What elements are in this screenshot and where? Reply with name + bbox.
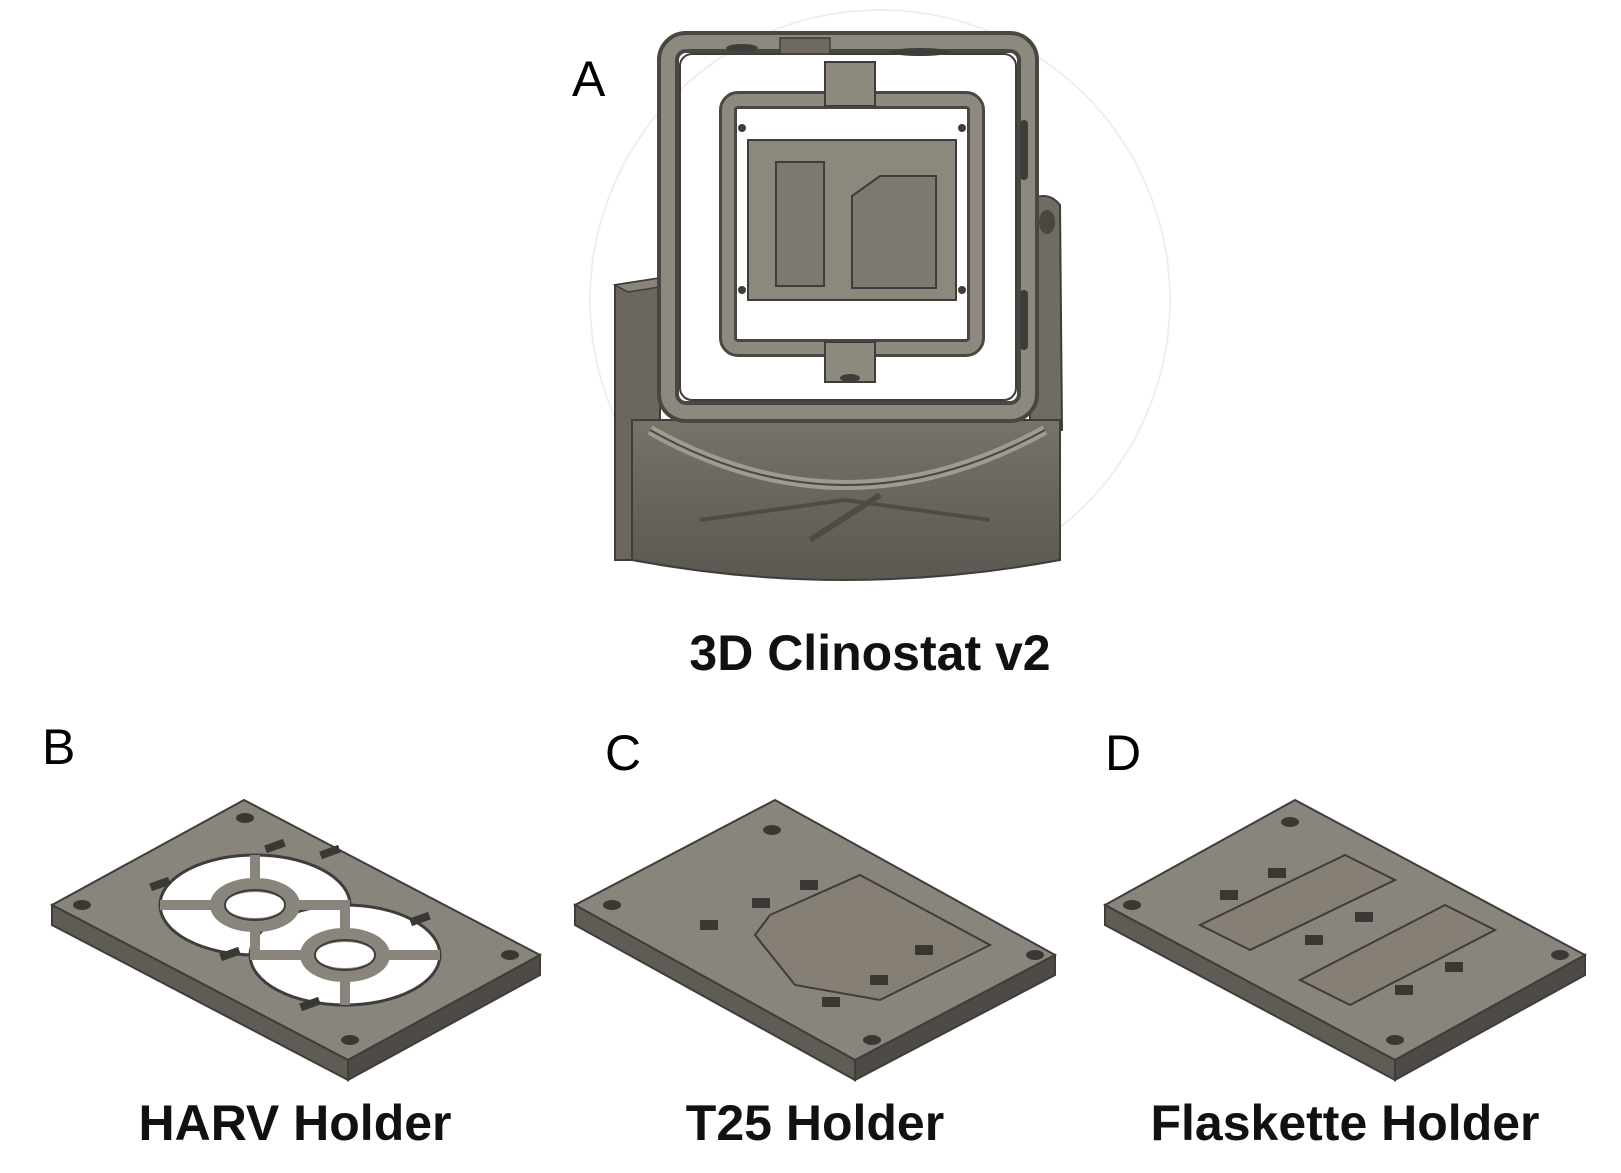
flaskette-holder-model [1102, 798, 1588, 1082]
t25-holder-model [572, 798, 1058, 1082]
panel-letter-a: A [572, 51, 606, 107]
panel-letter-c: C [605, 725, 642, 781]
caption-clinostat: 3D Clinostat v2 [689, 625, 1051, 681]
caption-t25-holder: T25 Holder [685, 1095, 945, 1151]
caption-flaskette-holder: Flaskette Holder [1150, 1095, 1540, 1151]
harv-holder-model [49, 798, 543, 1082]
panel-letter-d: D [1105, 725, 1142, 781]
caption-harv-holder: HARV Holder [138, 1095, 452, 1151]
panel-letter-b: B [42, 719, 76, 775]
clinostat-model [589, 9, 1171, 620]
